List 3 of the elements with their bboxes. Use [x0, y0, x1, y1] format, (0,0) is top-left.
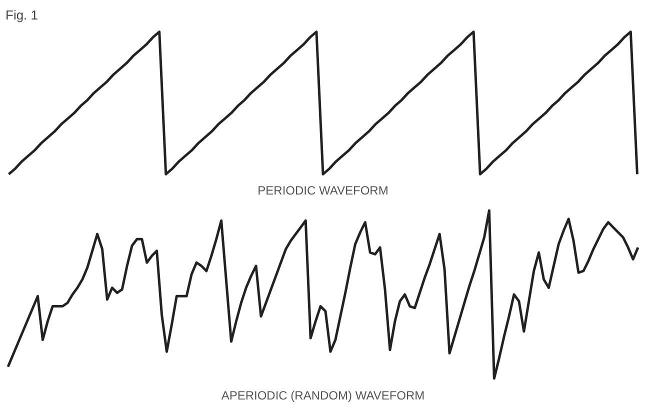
- x-axis-title: PERIODIC WAVEFORM: [258, 184, 388, 198]
- chart-title: Fig. 1: [6, 8, 38, 22]
- x-axis-title: APERIODIC (RANDOM) WAVEFORM: [221, 388, 425, 402]
